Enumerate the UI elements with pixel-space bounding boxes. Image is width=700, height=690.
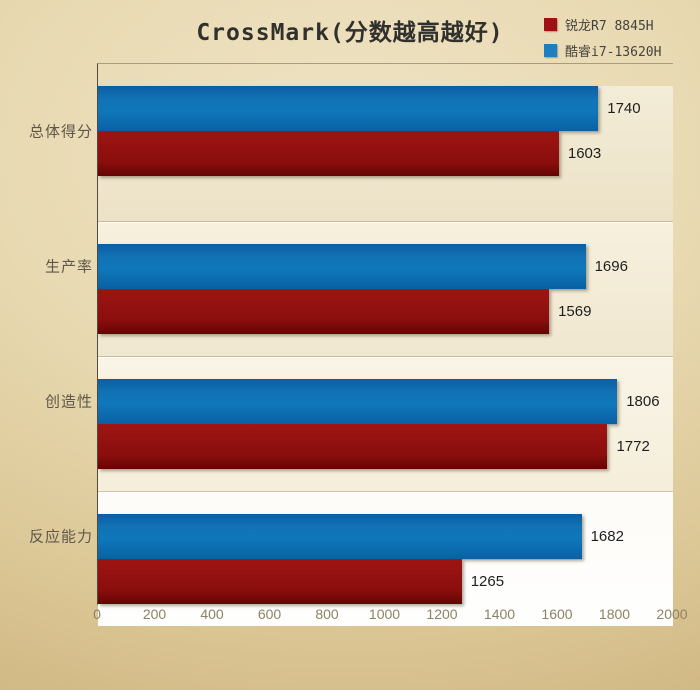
bar-red	[98, 131, 559, 176]
bar-value-label: 1696	[594, 258, 628, 275]
bar-row: 1682	[98, 514, 673, 559]
bar-row: 1569	[98, 289, 673, 334]
legend-label: 锐龙R7 8845H	[565, 19, 654, 34]
bar-red	[98, 289, 550, 334]
chart-title: CrossMark(分数越高越好)	[196, 20, 504, 46]
x-tick-label: 1400	[483, 606, 516, 622]
bar-row: 1740	[98, 86, 673, 131]
x-tick-label: 2000	[656, 606, 688, 622]
plot-area: 1740 1603 1696 1569 1806 1772 1682 1265	[97, 63, 673, 626]
bar-value-label: 1740	[607, 100, 641, 117]
legend-item: 酷睿i7-13620H	[544, 41, 661, 60]
bar-value-label: 1682	[590, 528, 624, 545]
bar-blue	[98, 86, 599, 131]
bar-red	[98, 559, 462, 604]
category-band: 1682 1265	[98, 491, 673, 626]
legend-item: 锐龙R7 8845H	[544, 15, 661, 34]
category-label: 反应能力	[28, 528, 93, 545]
bar-blue	[98, 514, 582, 559]
category-label: 总体得分	[28, 123, 93, 140]
bar-blue	[98, 244, 586, 289]
bar-value-label: 1806	[626, 393, 660, 410]
bar-row: 1806	[98, 379, 673, 424]
x-axis-ticks: 0 200 400 600 800 1000 1200 1400 1600 1800 2000	[93, 606, 687, 626]
category-band: 1806 1772	[98, 356, 673, 491]
x-tick-label: 800	[315, 606, 339, 622]
bar-row: 1603	[98, 131, 673, 176]
x-tick-label: 1600	[541, 606, 573, 622]
x-tick-label: 0	[93, 606, 101, 622]
bar-value-label: 1772	[616, 438, 650, 455]
bar-value-label: 1569	[558, 303, 592, 320]
x-tick-label: 600	[257, 606, 282, 622]
bar-blue	[98, 379, 618, 424]
bar-value-label: 1603	[567, 145, 602, 162]
legend-swatch-blue	[544, 44, 557, 57]
legend: 锐龙R7 8845H 酷睿i7-13620H	[544, 15, 661, 60]
category-band: 1740 1603	[98, 86, 673, 221]
category-label: 生产率	[44, 258, 93, 275]
bar-value-label: 1265	[470, 573, 505, 590]
category-band: 1696 1569	[98, 221, 673, 356]
legend-swatch-red	[544, 18, 557, 31]
bar-row: 1696	[98, 244, 673, 289]
bar-row: 1772	[98, 424, 673, 469]
x-tick-label: 1000	[368, 606, 401, 622]
x-tick-label: 200	[142, 606, 167, 622]
x-tick-label: 1200	[426, 606, 458, 622]
category-label: 创造性	[44, 393, 93, 410]
x-tick-label: 1800	[598, 606, 631, 622]
legend-label: 酷睿i7-13620H	[565, 45, 662, 60]
x-tick-label: 400	[200, 606, 224, 622]
bar-red	[98, 424, 608, 469]
bar-row: 1265	[98, 559, 673, 604]
